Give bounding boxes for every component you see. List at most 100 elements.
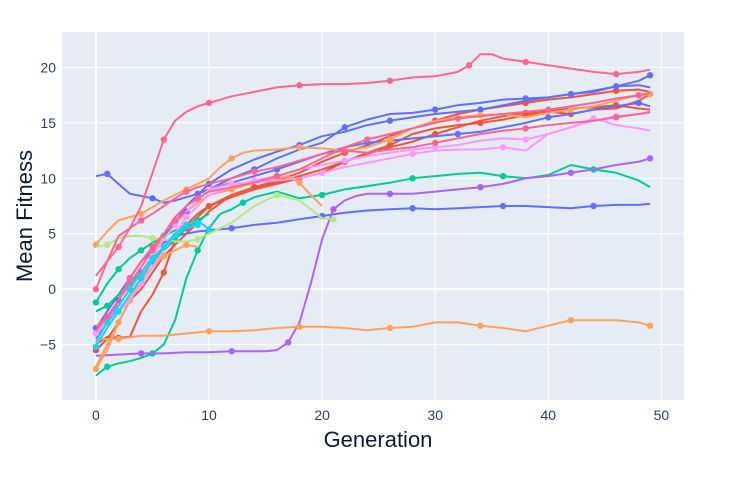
data-point [296, 82, 303, 89]
y-tick-label: 0 [48, 281, 56, 297]
data-point [409, 175, 416, 182]
data-point [454, 115, 462, 122]
y-tick-label: 20 [40, 59, 56, 75]
data-point [205, 328, 213, 335]
data-point [126, 274, 134, 282]
data-point [567, 90, 575, 98]
data-point [273, 191, 281, 199]
data-point [330, 206, 337, 213]
data-point [115, 308, 122, 315]
data-point [160, 269, 167, 276]
series-line [95, 210, 188, 332]
series-11 [95, 155, 654, 357]
series-line [95, 221, 198, 304]
data-point [590, 202, 597, 210]
data-point [92, 343, 100, 350]
data-point [194, 221, 201, 229]
data-point [149, 243, 156, 251]
series-line [95, 88, 651, 329]
x-axis-title: Generation [324, 427, 433, 452]
series-layer [92, 53, 654, 377]
data-point [499, 172, 507, 180]
data-point [296, 144, 303, 151]
series-16 [95, 191, 337, 249]
series-line [95, 243, 198, 370]
data-point [183, 241, 190, 249]
data-point [386, 77, 394, 84]
data-point [499, 144, 507, 151]
data-point [194, 247, 201, 254]
data-point [137, 274, 145, 282]
x-tick-label: 10 [201, 407, 217, 423]
data-point [115, 243, 122, 251]
data-point [296, 323, 303, 331]
data-point [228, 155, 235, 162]
data-point [115, 266, 122, 273]
data-point [499, 202, 507, 210]
data-point [273, 172, 281, 180]
x-axis-ticks: 0 10 20 30 40 50 [92, 407, 669, 423]
data-point [137, 217, 145, 224]
data-point [635, 99, 642, 107]
data-point [646, 322, 654, 329]
data-point [330, 216, 337, 223]
series-line [95, 223, 198, 343]
series-21 [92, 110, 651, 293]
data-point [612, 114, 620, 121]
x-tick-label: 30 [427, 407, 443, 423]
y-tick-label: 15 [40, 115, 56, 131]
series-13 [92, 90, 654, 249]
series-22 [95, 221, 201, 343]
data-point [409, 150, 416, 158]
data-point [522, 136, 529, 143]
data-point [205, 226, 213, 233]
data-point [409, 205, 416, 212]
data-point [183, 188, 190, 195]
data-point [477, 119, 484, 127]
data-point [239, 199, 247, 206]
series-line [95, 157, 651, 357]
data-point [522, 58, 529, 66]
data-point [104, 241, 111, 249]
data-point [386, 141, 394, 149]
data-point [635, 91, 642, 99]
data-point [228, 348, 235, 355]
data-point [171, 217, 179, 224]
data-point [205, 99, 213, 107]
data-point [160, 243, 167, 251]
data-point [92, 365, 100, 373]
data-point [149, 195, 156, 202]
series-12 [95, 316, 654, 343]
data-point [432, 139, 439, 147]
series-line [95, 219, 210, 348]
data-point [92, 285, 100, 293]
series-24 [95, 210, 188, 332]
data-point [545, 106, 552, 113]
data-point [318, 191, 326, 199]
data-point [477, 322, 484, 329]
x-tick-label: 50 [654, 407, 670, 423]
data-point [205, 202, 213, 210]
data-point [296, 179, 303, 186]
data-point [92, 330, 100, 337]
data-point [341, 124, 348, 131]
y-axis-ticks: −5 0 5 10 15 20 [40, 59, 56, 352]
y-tick-label: 10 [40, 170, 56, 186]
data-point [567, 316, 575, 324]
data-point [251, 168, 258, 175]
data-point [104, 363, 111, 370]
data-point [432, 144, 439, 151]
data-point [386, 117, 394, 124]
data-point [545, 114, 552, 121]
data-point [341, 157, 348, 164]
data-point [160, 136, 167, 143]
data-point [386, 190, 394, 198]
data-point [183, 213, 190, 221]
data-point [115, 319, 122, 326]
series-line [94, 110, 651, 290]
data-point [284, 339, 292, 346]
data-point [477, 106, 484, 113]
y-tick-label: 5 [48, 226, 56, 242]
data-point [646, 72, 654, 79]
